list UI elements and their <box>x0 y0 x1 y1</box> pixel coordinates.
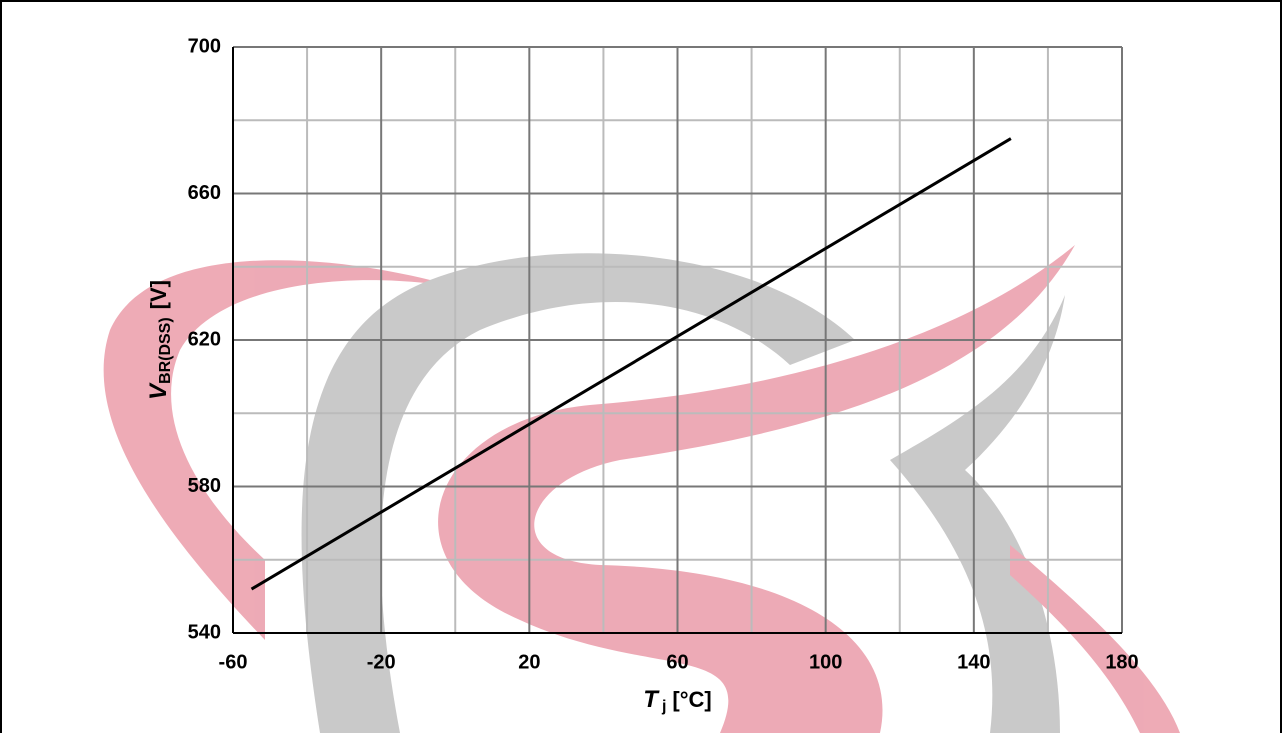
y-axis-title: VBR(DSS) [V] <box>145 280 174 400</box>
x-tick-label: 140 <box>957 651 990 673</box>
y-unit: [V] <box>146 280 171 309</box>
y-tick-label: 620 <box>188 328 221 350</box>
y-subscript: BR(DSS) <box>157 317 174 384</box>
x-symbol: T <box>643 686 660 713</box>
y-symbol: V <box>145 382 172 400</box>
x-tick-label: 100 <box>809 651 842 673</box>
watermark <box>103 245 1180 733</box>
x-unit: [°C] <box>672 687 711 712</box>
y-tick-label: 660 <box>188 182 221 204</box>
x-tick-label: -20 <box>367 651 396 673</box>
y-tick-label: 540 <box>188 621 221 643</box>
x-tick-label: -60 <box>219 651 248 673</box>
x-tick-label: 20 <box>518 651 540 673</box>
data-line <box>250 137 1012 591</box>
x-subscript: j <box>661 698 666 715</box>
x-tick-label: 60 <box>666 651 688 673</box>
y-tick-label: 700 <box>188 35 221 57</box>
x-tick-label: 180 <box>1105 651 1138 673</box>
y-tick-label: 580 <box>188 475 221 497</box>
